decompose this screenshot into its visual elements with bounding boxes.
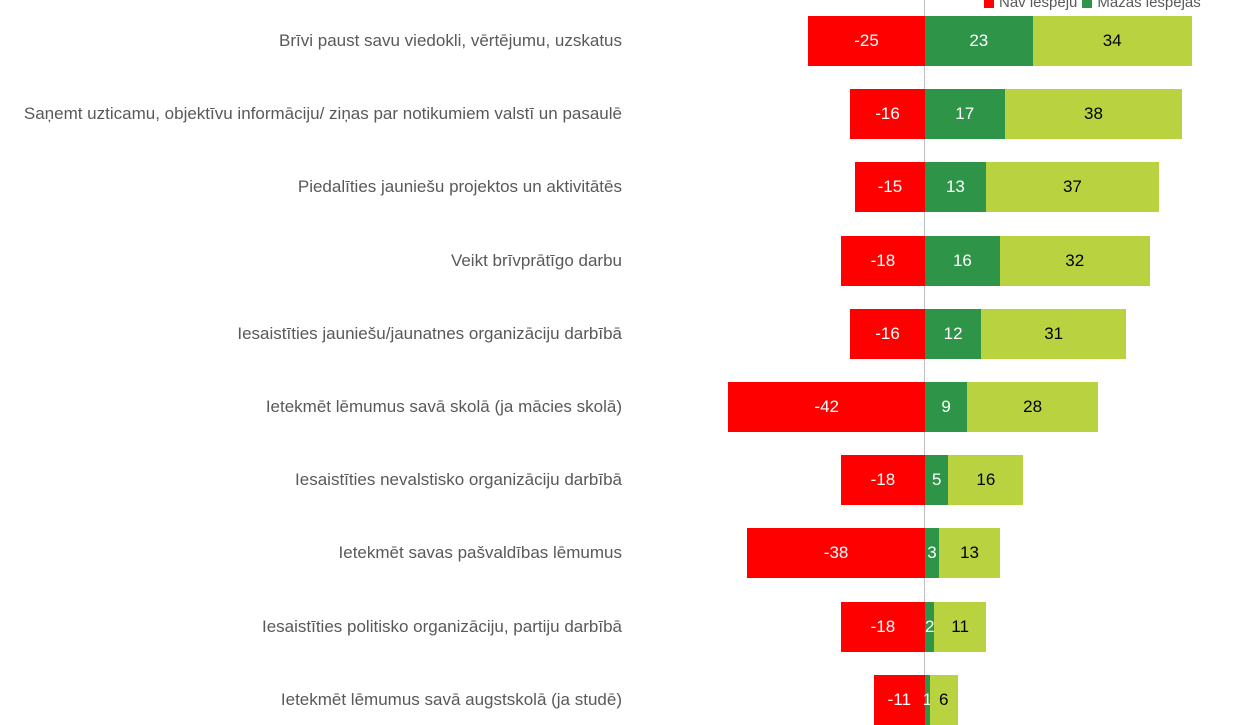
value-label: 9 <box>941 397 951 416</box>
bar-segment <box>925 89 1005 140</box>
category-label: Ietekmēt savas pašvaldības lēmumus <box>338 543 622 563</box>
bar-segment <box>939 528 1000 579</box>
value-label: 37 <box>1062 177 1082 197</box>
legend-label: Nav iespēju <box>999 0 1078 11</box>
value-label: -16 <box>875 323 900 343</box>
bar-segment <box>925 308 982 359</box>
value-label: -18 <box>870 470 896 490</box>
bar-segment <box>925 235 1000 286</box>
bar-segment <box>925 674 930 725</box>
value-label: 3 <box>927 543 937 563</box>
value-label: 23 <box>969 31 989 50</box>
bar-segment <box>929 674 958 725</box>
category-label: Saņemt uzticamu, objektīvu informāciju/ … <box>23 104 622 124</box>
bar-segment <box>840 235 925 286</box>
value-label: 28 <box>1023 397 1043 416</box>
zero-axis <box>924 0 925 722</box>
bar-segment <box>850 308 925 359</box>
value-label: -11 <box>887 689 911 709</box>
value-label: 5 <box>931 470 942 490</box>
value-label: 1 <box>922 689 933 709</box>
value-label: 13 <box>959 543 979 563</box>
bar-segment <box>850 89 925 140</box>
legend: Nav iespēju Mazas iespējas <box>984 0 1201 11</box>
category-label: Brīvi paust savu viedokli, vērtējumu, uz… <box>279 31 622 50</box>
bar-segment <box>1004 89 1183 140</box>
bar-segment <box>925 455 949 506</box>
bar-segment <box>728 382 925 432</box>
value-label: -18 <box>870 250 896 270</box>
value-label: 11 <box>951 616 969 636</box>
bar-segment <box>985 162 1159 213</box>
value-label: 6 <box>938 689 949 709</box>
bar-segment <box>808 16 925 66</box>
bar-segment <box>925 16 1033 66</box>
bar-segment <box>925 382 968 432</box>
bar-segment <box>873 674 925 725</box>
value-label: 38 <box>1084 104 1103 124</box>
bar-segment <box>840 455 925 506</box>
value-label: 13 <box>945 177 965 197</box>
value-label: 16 <box>952 250 972 270</box>
value-label: 2 <box>924 616 935 636</box>
bar-segment <box>948 455 1024 506</box>
category-label: Iesaistīties politisko organizāciju, par… <box>261 616 622 636</box>
bar-segment <box>925 528 940 579</box>
value-label: 32 <box>1065 250 1085 270</box>
value-label: 16 <box>976 470 996 490</box>
value-label: 12 <box>943 323 963 343</box>
value-label: -38 <box>823 543 849 563</box>
bar-segment <box>840 601 925 652</box>
value-label: 34 <box>1102 31 1122 50</box>
category-label: Ietekmēt lēmumus savā skolā (ja mācies s… <box>265 397 622 416</box>
bar-segment <box>925 162 986 213</box>
category-label: Iesaistīties nevalstisko organizāciju da… <box>295 470 622 490</box>
legend-swatch <box>1082 0 1093 8</box>
bar-segment <box>854 162 925 213</box>
bar-segment <box>981 308 1127 359</box>
category-label: Ietekmēt lēmumus savā augstskolā (ja stu… <box>280 689 622 709</box>
value-label: -25 <box>854 31 879 50</box>
value-label: 17 <box>955 104 975 124</box>
value-label: -42 <box>814 397 839 416</box>
category-label: Veikt brīvprātīgo darbu <box>450 250 622 270</box>
legend-label: Mazas iespējas <box>1097 0 1201 11</box>
bar-segment <box>967 382 1099 432</box>
value-label: -15 <box>877 177 903 197</box>
category-label: Piedalīties jauniešu projektos un aktivi… <box>297 177 622 197</box>
value-label: 31 <box>1044 323 1064 343</box>
legend-swatch <box>984 0 994 8</box>
bar-segment <box>999 235 1150 286</box>
value-label: -18 <box>870 616 896 636</box>
bar-segment <box>934 601 986 652</box>
bar-segment <box>925 601 935 652</box>
category-label: Iesaistīties jauniešu/jaunatnes organizā… <box>237 323 622 343</box>
bar-segment <box>1032 16 1192 66</box>
value-label: -16 <box>875 104 900 124</box>
bar-segment <box>747 528 925 579</box>
